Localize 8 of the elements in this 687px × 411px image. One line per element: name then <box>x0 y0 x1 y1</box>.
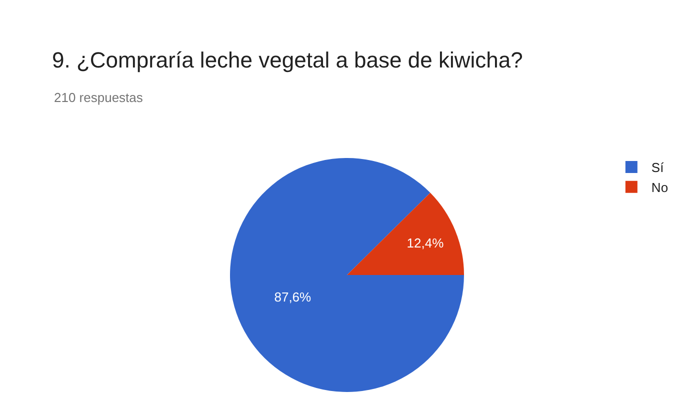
legend-label: No <box>651 180 668 195</box>
data-label: 87,6% <box>274 290 312 305</box>
pie-slice <box>347 192 464 275</box>
pie-slice <box>230 158 464 392</box>
data-label: 12,4% <box>406 235 444 250</box>
chart-title: 9. ¿Compraría leche vegetal a base de kiwicha? <box>52 48 523 73</box>
legend-label: Sí <box>651 160 664 176</box>
text: 210 respuestas <box>54 90 144 105</box>
